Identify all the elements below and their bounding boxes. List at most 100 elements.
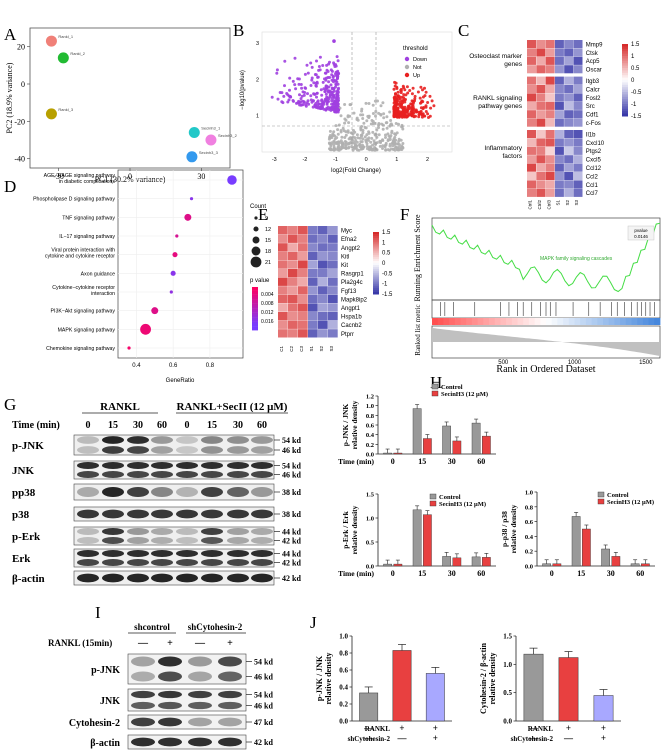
volcano-xtick-label: 0 bbox=[365, 157, 368, 163]
heatmap-scale-step bbox=[373, 287, 379, 291]
pca-point-label: Rankl_1 bbox=[58, 34, 73, 39]
heatmap-scale-step bbox=[373, 265, 379, 268]
xtick-label: 15 bbox=[577, 569, 585, 578]
volcano-point bbox=[344, 147, 348, 150]
blot-band bbox=[201, 509, 223, 519]
heatmap-c-column: S3 bbox=[574, 200, 579, 206]
volcano-point bbox=[354, 138, 358, 142]
legend-swatch-secinh3 bbox=[431, 390, 439, 397]
heatmap-e-cell bbox=[298, 251, 308, 261]
blot-g-group-2: RANKL+SecII (12 μM) bbox=[177, 401, 288, 413]
blot-band bbox=[176, 436, 198, 444]
volcano-point bbox=[335, 74, 338, 78]
blot-band bbox=[158, 656, 182, 667]
volcano-point bbox=[361, 113, 365, 117]
volcano-point bbox=[330, 99, 334, 103]
ytick-label: 0.0 bbox=[339, 718, 348, 726]
volcano-point bbox=[397, 96, 401, 100]
blot-band bbox=[127, 550, 149, 557]
volcano-point bbox=[403, 88, 407, 92]
bar bbox=[383, 563, 392, 567]
volcano-point bbox=[423, 114, 427, 118]
heatmap-scale-step bbox=[373, 240, 379, 243]
heatmap-c-gene: Ccl2 bbox=[586, 174, 599, 180]
heatmap-e-cell bbox=[328, 294, 338, 304]
volcano-point bbox=[421, 107, 425, 111]
heatmap-c-gene: c-Fos bbox=[586, 121, 601, 127]
heatmap-scale-step bbox=[622, 89, 628, 93]
yaxis-label: p-Erk / Erkrelative density bbox=[341, 505, 359, 554]
blot-g-time: 15 bbox=[108, 420, 118, 431]
gsea-band-step bbox=[580, 318, 587, 325]
volcano-point bbox=[324, 78, 328, 82]
bar-chart-j1: 0.00.20.40.60.81.0——+—++RANKLshCytohesin… bbox=[315, 633, 452, 743]
volcano-point bbox=[356, 136, 360, 140]
ytick-label: 1.0 bbox=[339, 633, 348, 641]
volcano-point bbox=[316, 103, 320, 107]
ytick-label: 0.8 bbox=[366, 413, 375, 420]
heatmap-c-cell bbox=[573, 163, 583, 172]
volcano-point bbox=[312, 81, 316, 85]
blot-band bbox=[188, 701, 212, 710]
heatmap-e-cell bbox=[288, 312, 298, 321]
blot-band bbox=[201, 528, 223, 535]
volcano-point bbox=[340, 135, 344, 139]
volcano-point bbox=[339, 114, 343, 118]
volcano-point bbox=[399, 138, 403, 142]
heatmap-c-cell bbox=[573, 76, 583, 85]
heatmap-c-cell bbox=[554, 56, 564, 65]
dotplot-p-step bbox=[252, 328, 258, 331]
sh-sign: + bbox=[433, 733, 438, 743]
volcano-point bbox=[334, 79, 338, 83]
heatmap-e-cell bbox=[278, 312, 288, 321]
heatmap-c-cell bbox=[536, 188, 546, 197]
heatmap-scale-step bbox=[622, 65, 628, 69]
heatmap-scale-step bbox=[373, 277, 379, 281]
heatmap-e-cell bbox=[308, 226, 318, 235]
blot-i-sign: — bbox=[137, 638, 149, 649]
volcano-point bbox=[332, 80, 335, 84]
dotplot-p-step bbox=[252, 297, 258, 300]
dotplot-pathway-label: IL−17 signaling pathway bbox=[59, 234, 115, 240]
ytick-label: 0.4 bbox=[339, 684, 348, 692]
blot-i-row-label: JNK bbox=[100, 696, 120, 707]
heatmap-scale-step bbox=[373, 269, 379, 272]
heatmap-scale-step bbox=[373, 258, 379, 262]
dotplot-pathway-line: in diabetic complications bbox=[59, 179, 116, 185]
heatmap-c-cell bbox=[545, 40, 555, 49]
volcano-point bbox=[300, 86, 304, 90]
heatmap-c-cell bbox=[527, 138, 536, 147]
bar bbox=[412, 509, 422, 567]
volcano-point bbox=[405, 85, 409, 89]
blot-band bbox=[102, 509, 124, 519]
volcano-point bbox=[334, 103, 338, 107]
heatmap-c-cell bbox=[536, 138, 546, 147]
legend-swatch-secinh3 bbox=[597, 498, 605, 505]
volcano-point bbox=[335, 136, 339, 140]
heatmap-c-cell bbox=[545, 56, 555, 65]
heatmap-scale-label: 1 bbox=[382, 240, 386, 246]
heatmap-e-cell bbox=[318, 234, 328, 243]
pca-point-label: Secinh3_2 bbox=[218, 133, 238, 138]
heatmap-c-cell bbox=[554, 118, 564, 127]
heatmap-c-column: Ctrl2 bbox=[537, 200, 542, 210]
heatmap-e-cell bbox=[318, 226, 328, 235]
volcano-point bbox=[330, 87, 334, 91]
heatmap-e-cell bbox=[328, 260, 338, 269]
volcano-legend-swatch bbox=[404, 56, 410, 62]
volcano-point bbox=[417, 115, 421, 119]
volcano-point bbox=[349, 131, 353, 135]
heatmap-e-cell bbox=[278, 329, 288, 338]
volcano-xtick-label: 1 bbox=[395, 157, 398, 163]
heatmap-scale-step bbox=[373, 234, 379, 237]
heatmap-c-cell bbox=[527, 76, 536, 85]
heatmap-c-cell bbox=[573, 40, 583, 49]
heatmap-c-cell bbox=[536, 65, 546, 74]
blot-band bbox=[127, 559, 149, 566]
heatmap-c-cell bbox=[564, 101, 574, 110]
volcano-point bbox=[283, 84, 286, 88]
volcano-point bbox=[336, 72, 340, 76]
gsea-band-step bbox=[585, 318, 592, 325]
dotplot-pathway-line: AGE−RAGE signaling pathway bbox=[44, 173, 116, 179]
